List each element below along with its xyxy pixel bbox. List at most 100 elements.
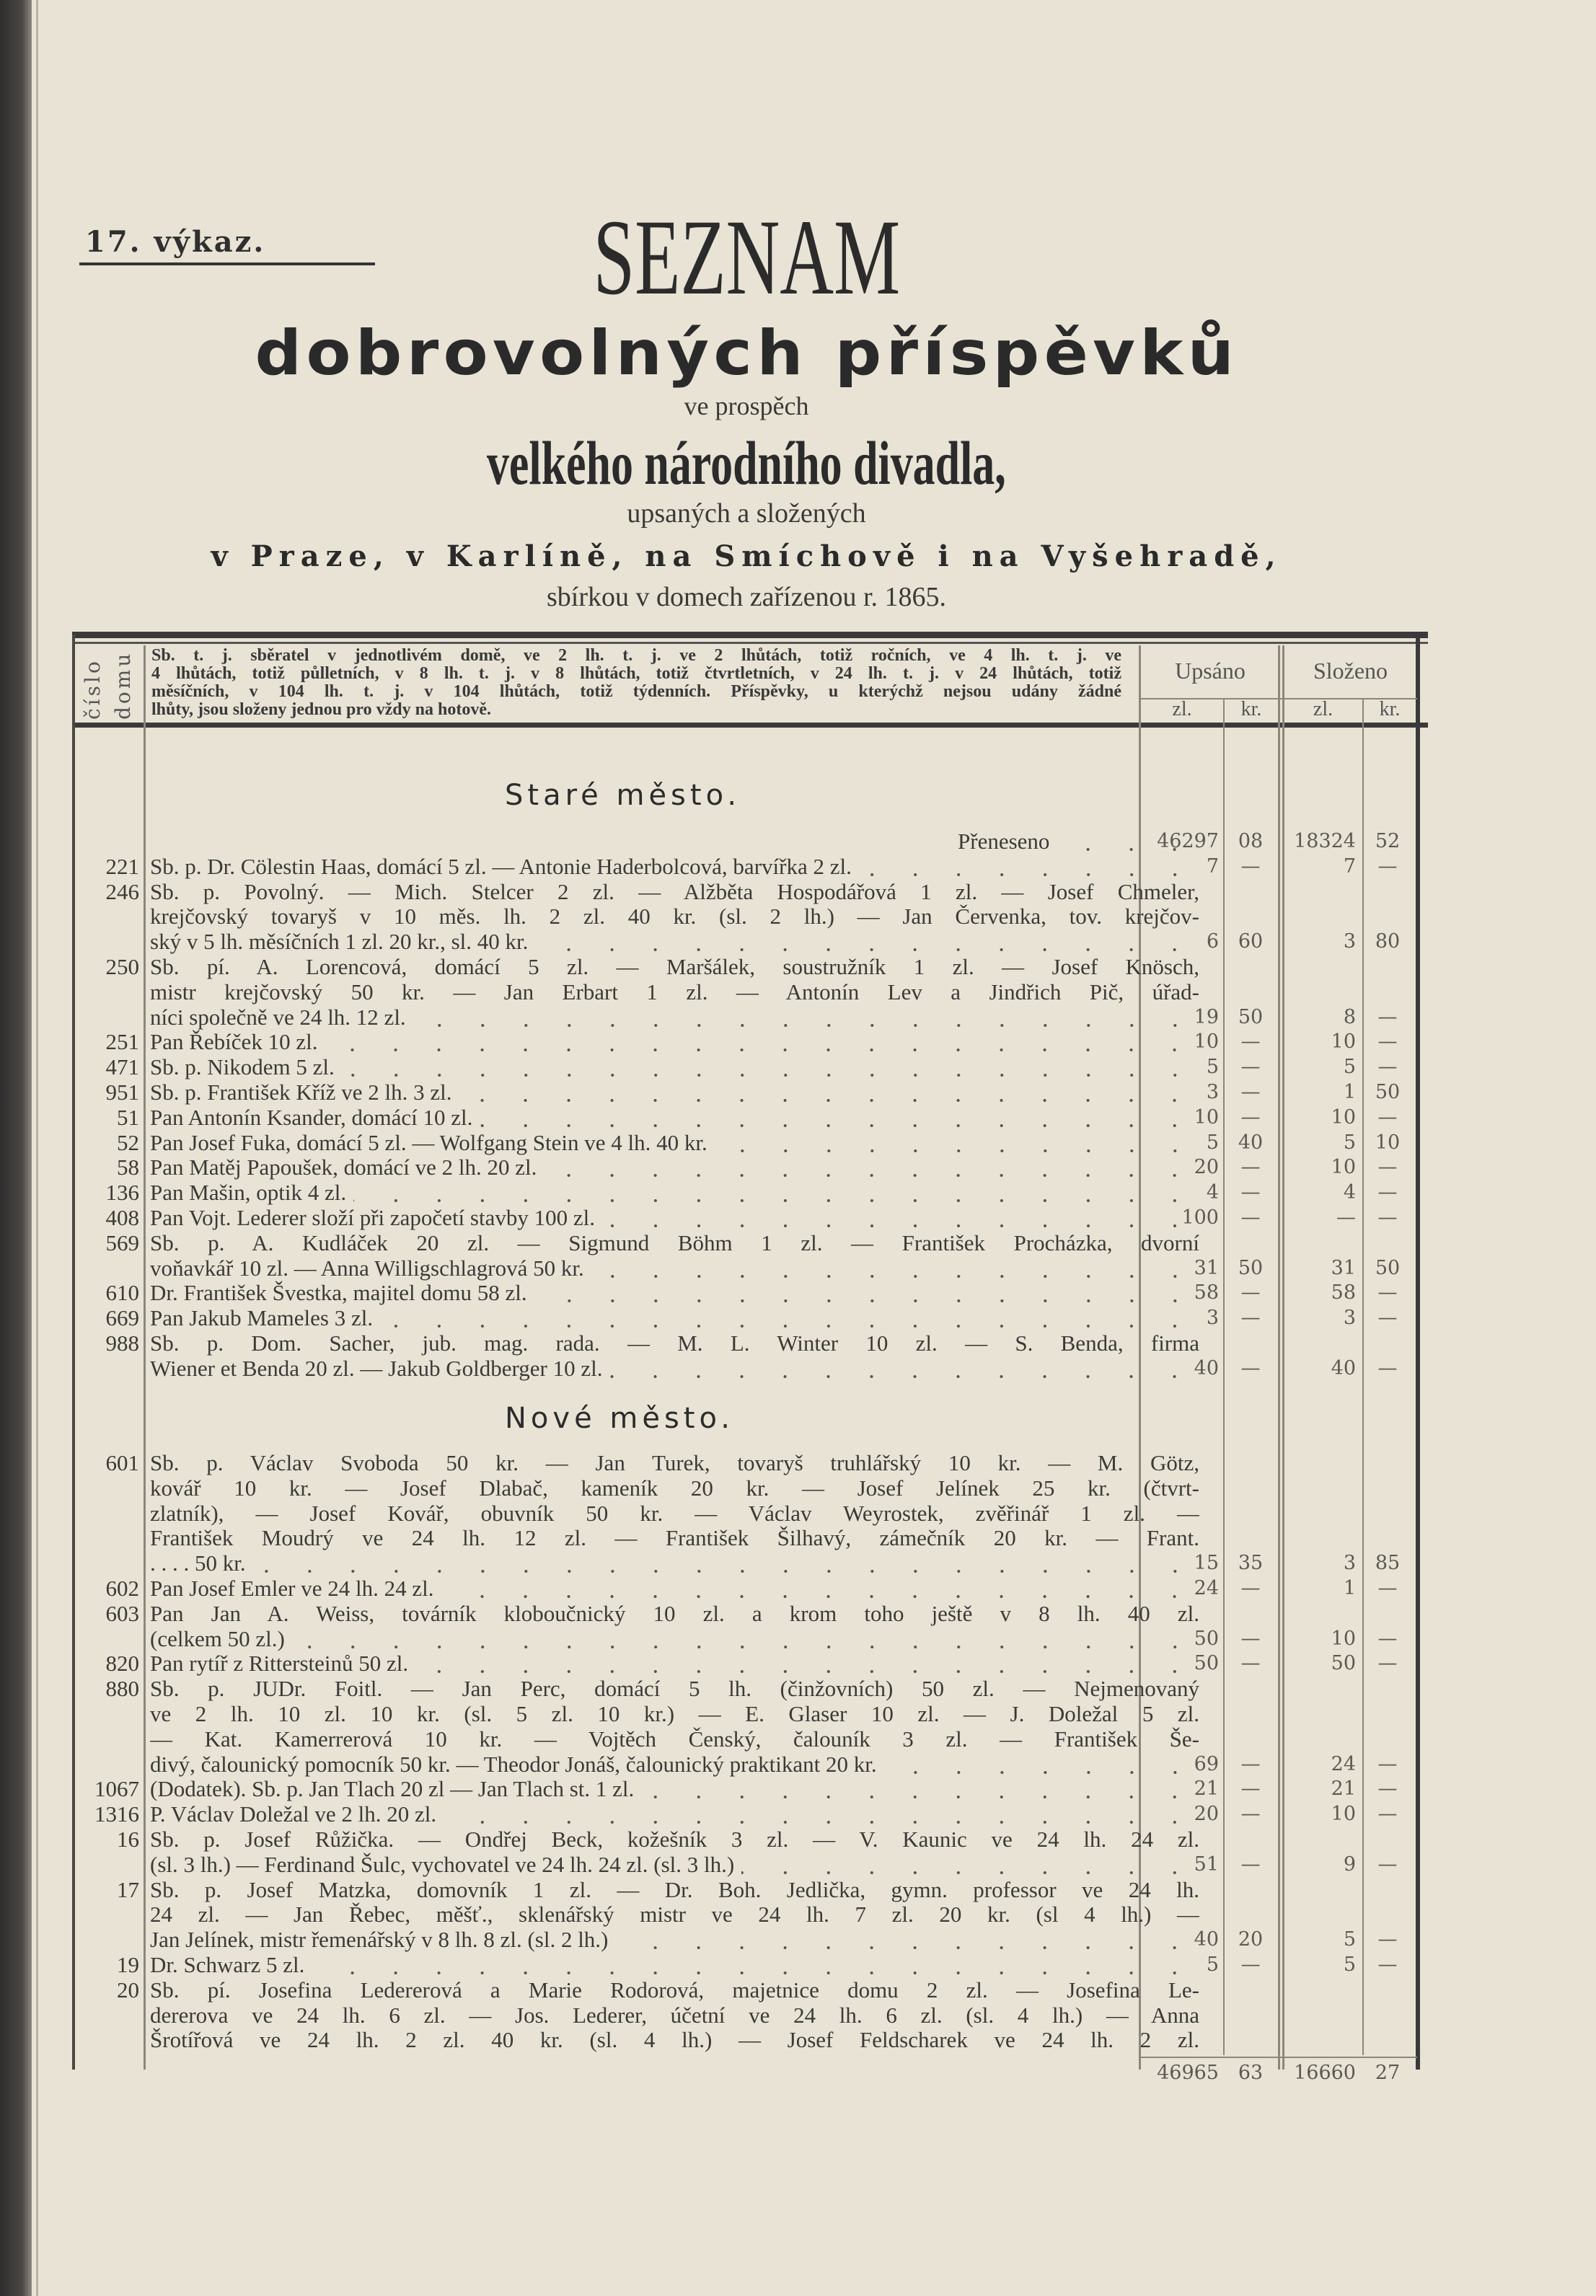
entry-line: 602 Pan Josef Emler ve 24 lh. 24 zl. 24 — 1 —	[72, 1576, 1424, 1602]
paid-zl: 3	[1343, 930, 1356, 953]
entry-line: 250 Sb. pí. A. Lorencová, domácí 5 zl. — …	[72, 953, 1424, 980]
column-divider-paid-double	[1282, 645, 1284, 2070]
title-line-3: ve prospěch	[684, 392, 809, 420]
house-number: 250	[105, 953, 140, 979]
table-top-rule-thin	[72, 642, 1428, 644]
entry-text: Pan rytíř z Rittersteinů 50 zl.	[150, 1651, 409, 1677]
entry-text-last: Pan Řebíček 10 zl.	[150, 1030, 1199, 1056]
dot-leader	[459, 1079, 1196, 1105]
subscribed-kr: —	[1240, 1281, 1261, 1304]
paid-zl: 58	[1331, 1281, 1356, 1304]
paid-kr: —	[1377, 1030, 1398, 1054]
subscribed-zl: 10	[1194, 1105, 1219, 1129]
subscribed-kr: 50	[1238, 1005, 1264, 1028]
paid-zl: 7	[1343, 855, 1356, 878]
dot-leader	[312, 1952, 1196, 1978]
table-row: 880 Sb. p. JUDr. Foitl. — Jan Perc, domác…	[72, 1676, 1424, 1778]
entry-text-last: Wiener et Benda 20 zl. — Jakub Goldberge…	[150, 1356, 1199, 1382]
entry-text: Sb. pí. A. Lorencová, domácí 5 zl. — Mar…	[150, 954, 1199, 979]
subscribed-zl: 21	[1194, 1778, 1219, 1801]
subscribed-kr: 20	[1238, 1928, 1264, 1951]
house-number-header-line: číslo	[81, 658, 105, 720]
table-row: 988 Sb. p. Dom. Sacher, jub. mag. rada. —…	[72, 1330, 1424, 1382]
table-row: 669 Pan Jakub Mameles 3 zl. 3 — 3 —	[72, 1305, 1424, 1331]
column-divider-subscribed-kr	[1223, 699, 1225, 2055]
entry-line: dererova ve 24 lh. 6 zl. — Jos. Lederer,…	[72, 2003, 1424, 2028]
table-row: 16 Sb. p. Josef Růžička. — Ondřej Beck, k…	[72, 1827, 1424, 1878]
house-number: 251	[105, 1029, 140, 1055]
entry-text: Sb. p. Josef Matzka, domovník 1 zl. — Dr…	[150, 1877, 1199, 1902]
subscribed-kr: —	[1240, 1803, 1261, 1826]
entry-line: 19 Dr. Schwarz 5 zl. 5 — 5 —	[72, 1952, 1424, 1978]
subscribed-zl: 4	[1206, 1181, 1219, 1204]
paid-kr: —	[1377, 1928, 1398, 1951]
dot-leader	[413, 1004, 1196, 1030]
house-number: 136	[105, 1180, 140, 1206]
paid-kr: —	[1377, 1576, 1398, 1599]
subscribed-kr: —	[1240, 855, 1261, 878]
report-number-underline	[79, 262, 375, 265]
entry-text-last: Jan Jelínek, mistr řemenářský v 8 lh. 8 …	[150, 1927, 1199, 1953]
title-line-4: velkého národního divadla,	[0, 430, 1493, 496]
table-row: 58 Pan Matěj Papoušek, domácí ve 2 lh. 20…	[72, 1155, 1424, 1181]
entry-line: voňavkář 10 zl. — Anna Willigschlagrová …	[72, 1255, 1424, 1281]
table-row: 250 Sb. pí. A. Lorencová, domácí 5 zl. — …	[72, 953, 1424, 1030]
entry-line: Jan Jelínek, mistr řemenářský v 8 lh. 8 …	[72, 1927, 1424, 1953]
house-number: 988	[105, 1330, 140, 1356]
paid-kr: —	[1377, 1181, 1398, 1204]
house-number: 408	[105, 1204, 140, 1230]
entry-text-last: Pan Josef Fuka, domácí 5 zl. — Wolfgang …	[150, 1130, 1199, 1156]
subscribed-zl: 40	[1194, 1356, 1219, 1379]
paid-zl: 10	[1331, 1627, 1356, 1650]
entry-line: mistr krejčovský 50 kr. — Jan Erbart 1 z…	[72, 980, 1424, 1005]
entry-text: Pan Josef Emler ve 24 lh. 24 zl.	[150, 1575, 434, 1601]
subscribed-kr: —	[1240, 1953, 1261, 1976]
house-number: 569	[105, 1229, 140, 1255]
entry-text: Sb. p. Dom. Sacher, jub. mag. rada. — M.…	[150, 1330, 1199, 1356]
entry-line: . . . . 50 kr. 15 35 3 85	[72, 1550, 1424, 1576]
table-row: 610 Dr. František Švestka, majitel domu 5…	[72, 1281, 1424, 1307]
entry-text-last: Pan Antonín Ksander, domácí 10 zl.	[150, 1105, 1199, 1131]
entry-text: Jan Jelínek, mistr řemenářský v 8 lh. 8 …	[150, 1927, 609, 1953]
entry-line: 51 Pan Antonín Ksander, domácí 10 zl. 10 — 1…	[72, 1105, 1424, 1131]
house-number: 20	[117, 1977, 139, 2003]
entry-line: ský v 5 lh. měsíčních 1 zl. 20 kr., sl. …	[72, 929, 1424, 955]
table-header-rule	[72, 723, 1428, 728]
section-nove-mesto: 601 Sb. p. Václav Svoboda 50 kr. — Jan Tu…	[72, 1450, 1424, 2053]
entry-text: mistr krejčovský 50 kr. — Jan Erbart 1 z…	[150, 979, 1199, 1004]
subscribed-zl: 3	[1206, 1080, 1219, 1103]
entry-text: Pan Mašin, optik 4 zl.	[150, 1180, 347, 1206]
subscribed-zl: 100	[1181, 1206, 1219, 1229]
entry-text-last: (celkem 50 zl.)	[150, 1626, 1199, 1652]
house-number: 246	[105, 878, 140, 904]
subscribed-zl: 19	[1194, 1005, 1219, 1028]
entry-text: Pan Jakub Mameles 3 zl.	[150, 1305, 374, 1331]
entry-text-last: Dr. Schwarz 5 zl.	[150, 1952, 1199, 1978]
paid-zl: 10	[1331, 1156, 1356, 1179]
subscribed-kr: —	[1240, 1307, 1261, 1330]
paid-kr: 80	[1375, 930, 1401, 953]
total-paid-kr: 27	[1375, 2062, 1401, 2084]
entry-line: 988 Sb. p. Dom. Sacher, jub. mag. rada. —…	[72, 1330, 1424, 1356]
entry-line: — Kat. Kamerrerová 10 kr. — Vojtěch Čens…	[72, 1727, 1424, 1752]
column-divider-paid-kr	[1362, 699, 1364, 2055]
money-subheader-rule	[1141, 698, 1417, 699]
entry-line: 471 Sb. p. Nikodem 5 zl. 5 — 5 —	[72, 1054, 1424, 1080]
subscribed-zl: 58	[1194, 1281, 1219, 1304]
subscribed-zl: 50	[1194, 1652, 1219, 1675]
house-number: 1067	[94, 1776, 139, 1802]
subscribed-zl: 69	[1194, 1752, 1219, 1775]
entry-line: 17 Sb. p. Josef Matzka, domovník 1 zl. — …	[72, 1877, 1424, 1903]
entry-text: zlatník), — Josef Kovář, obuvník 50 kr. …	[150, 1501, 1199, 1526]
total-subscribed-kr: 63	[1238, 2062, 1264, 2084]
title-line-7: sbírkou v domech zařízenou r. 1865.	[546, 582, 947, 612]
subscribed-zl-header: zl.	[1172, 698, 1192, 720]
dot-leader	[380, 1306, 1196, 1331]
page-title: SEZNAM	[0, 203, 1493, 312]
entry-text-last: Pan Jakub Mameles 3 zl.	[150, 1305, 1199, 1331]
house-number: 602	[105, 1575, 140, 1601]
entry-text: Sb. p. Dr. Cölestin Haas, domácí 5 zl. —…	[150, 853, 852, 879]
paid-zl: 5	[1343, 1131, 1356, 1154]
entry-line: krejčovský tovaryš v 10 měs. lh. 2 zl. 4…	[72, 904, 1424, 930]
legend-line: Sb. t. j. sběratel v jednotlivém domě, v…	[151, 646, 1121, 665]
